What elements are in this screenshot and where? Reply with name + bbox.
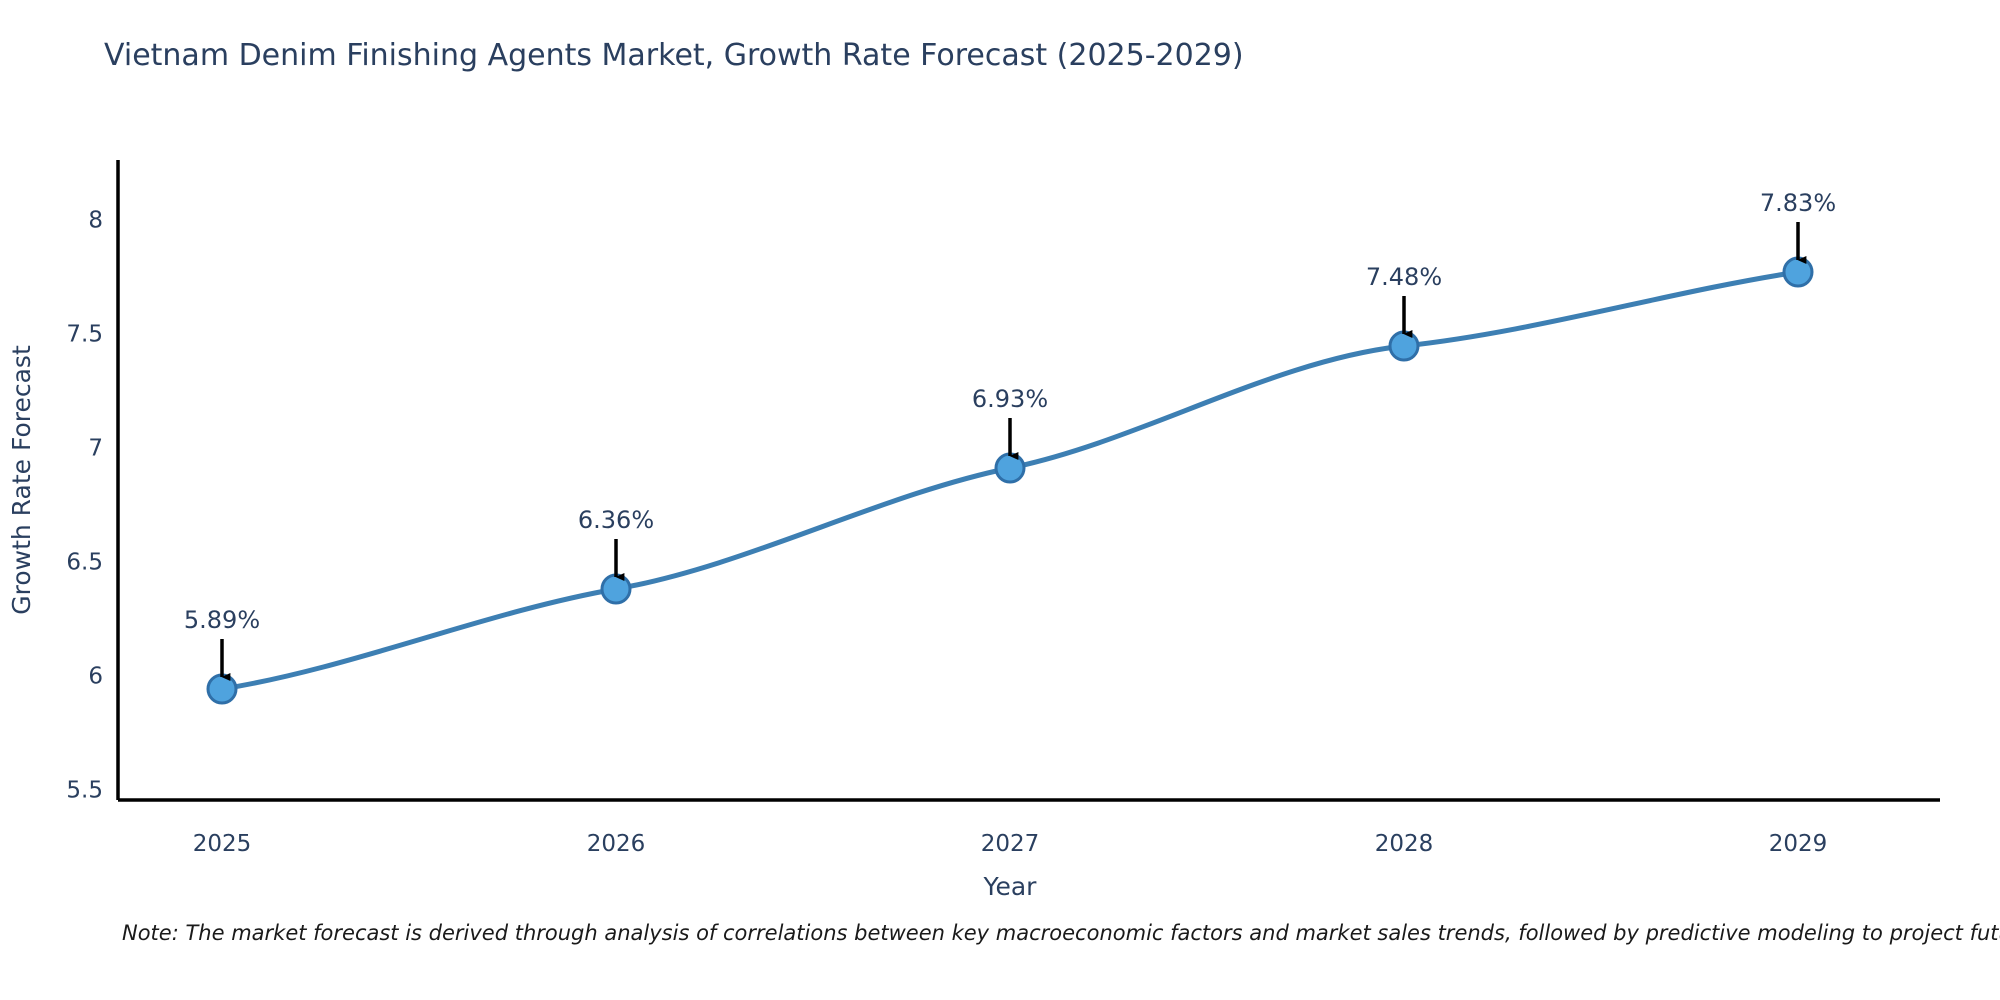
x-axis-tick-labels: 2025 2026 2027 2028 2029	[193, 831, 1828, 857]
chart-footnote: Note: The market forecast is derived thr…	[122, 921, 2000, 945]
data-point-marker[interactable]	[206, 673, 238, 705]
y-tick-label: 7	[88, 436, 103, 462]
data-value-label: 7.48%	[1366, 263, 1442, 291]
x-tick-label: 2027	[981, 831, 1040, 857]
y-tick-label: 7.5	[66, 322, 103, 348]
y-tick-label: 8	[88, 208, 103, 234]
x-tick-label: 2028	[1375, 831, 1434, 857]
y-tick-label: 5.5	[66, 778, 103, 804]
x-tick-label: 2029	[1769, 831, 1828, 857]
data-point-marker[interactable]	[1388, 330, 1420, 362]
data-value-label: 7.83%	[1760, 189, 1836, 217]
x-axis-title: Year	[983, 872, 1038, 901]
data-value-label: 5.89%	[184, 606, 260, 634]
data-point-marker[interactable]	[600, 573, 632, 605]
data-value-labels: 5.89% 6.36% 6.93% 7.48% 7.83%	[184, 189, 1836, 634]
y-tick-label: 6.5	[66, 550, 103, 576]
data-point-marker[interactable]	[1782, 256, 1814, 288]
data-point-marker[interactable]	[994, 452, 1026, 484]
annotation-arrows	[220, 222, 1807, 681]
data-point-markers	[206, 256, 1814, 705]
y-tick-label: 6	[88, 664, 103, 690]
x-tick-label: 2025	[193, 831, 252, 857]
y-axis-title: Growth Rate Forecast	[7, 345, 36, 615]
data-value-label: 6.36%	[578, 506, 654, 534]
y-axis-tick-labels: 5.5 6 6.5 7 7.5 8	[66, 208, 103, 804]
x-tick-label: 2026	[587, 831, 646, 857]
data-value-label: 6.93%	[972, 385, 1048, 413]
chart-title: Vietnam Denim Finishing Agents Market, G…	[104, 38, 1244, 73]
